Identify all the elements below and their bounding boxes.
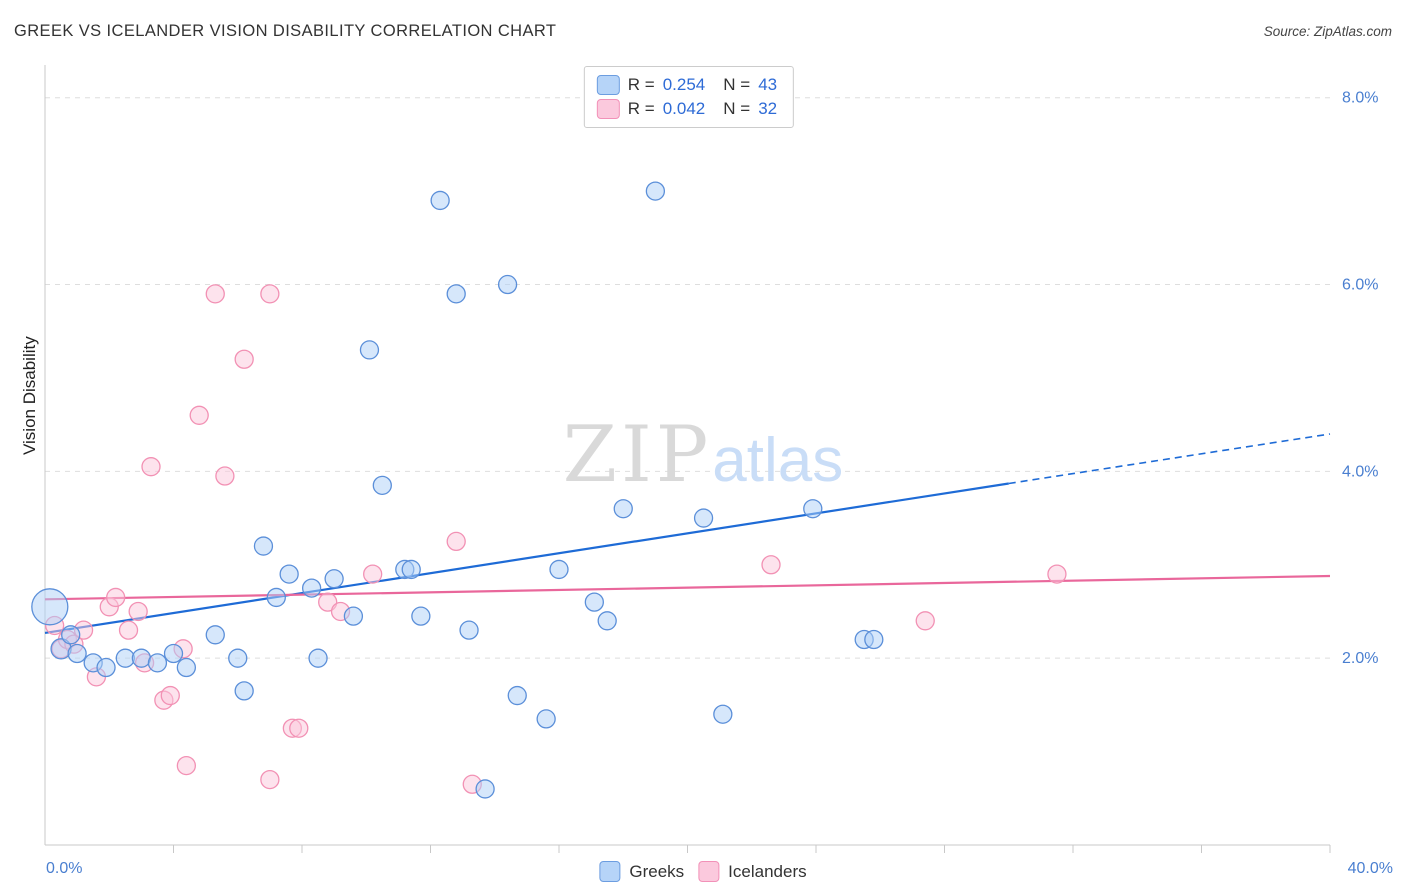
- greeks-point[interactable]: [864, 629, 884, 650]
- n-label: N =: [723, 75, 751, 94]
- greeks-swatch-icon: [599, 861, 621, 882]
- greeks-trend-line: [44, 482, 1009, 635]
- greeks-point[interactable]: [343, 606, 364, 626]
- greeks-point[interactable]: [205, 625, 225, 645]
- greeks-point[interactable]: [359, 340, 380, 360]
- series-legend: Greeks Icelanders: [599, 861, 807, 882]
- greeks-point[interactable]: [803, 499, 823, 519]
- greeks-point[interactable]: [401, 559, 421, 580]
- legend-item-greeks[interactable]: Greeks: [599, 861, 684, 882]
- legend-label-greeks: Greeks: [629, 861, 685, 881]
- y-tick-label: 4.0%: [1342, 463, 1378, 480]
- legend-item-icelanders[interactable]: Icelanders: [698, 861, 807, 882]
- icelanders-point[interactable]: [1047, 564, 1067, 584]
- icelanders-point[interactable]: [915, 611, 935, 631]
- icelanders-point[interactable]: [118, 620, 139, 640]
- legend-label-icelanders: Icelanders: [728, 861, 807, 881]
- greeks-point[interactable]: [584, 592, 604, 612]
- icelanders-trend-line: [44, 574, 1331, 601]
- greeks-point[interactable]: [234, 681, 254, 701]
- greeks-point[interactable]: [446, 284, 466, 304]
- icelanders-point[interactable]: [289, 718, 309, 738]
- greeks-point[interactable]: [61, 625, 81, 645]
- greeks-point[interactable]: [115, 648, 135, 668]
- icelanders-point[interactable]: [205, 284, 225, 304]
- greeks-point[interactable]: [693, 508, 714, 528]
- greeks-point[interactable]: [279, 564, 299, 584]
- greeks-trend-extension: [1008, 433, 1331, 485]
- greeks-point[interactable]: [31, 588, 69, 626]
- source-attribution: Source: ZipAtlas.com: [1263, 24, 1392, 39]
- r-label: R =: [627, 99, 655, 118]
- greeks-point[interactable]: [253, 536, 274, 556]
- icelanders-point[interactable]: [106, 587, 126, 608]
- greeks-point[interactable]: [228, 648, 248, 668]
- r-value-greeks: 0.254: [662, 75, 706, 94]
- greeks-point[interactable]: [475, 779, 495, 799]
- greeks-point[interactable]: [536, 709, 556, 729]
- y-tick-label: 8.0%: [1342, 90, 1378, 107]
- greeks-point[interactable]: [645, 181, 666, 201]
- icelanders-swatch-icon: [698, 861, 720, 882]
- greeks-point[interactable]: [497, 274, 518, 295]
- icelanders-point[interactable]: [260, 769, 280, 790]
- icelanders-point[interactable]: [176, 755, 197, 776]
- r-label: R =: [627, 75, 655, 94]
- icelanders-point[interactable]: [141, 457, 161, 477]
- n-value-greeks: 43: [758, 75, 778, 94]
- greeks-point[interactable]: [613, 499, 633, 519]
- legend-row-greeks: R = 0.254 N = 43: [596, 75, 778, 95]
- x-axis-min-label: 0.0%: [46, 860, 83, 877]
- icelanders-point[interactable]: [160, 685, 180, 706]
- chart-title: GREEK VS ICELANDER VISION DISABILITY COR…: [14, 22, 557, 40]
- greeks-point[interactable]: [597, 611, 617, 631]
- icelanders-swatch-icon: [596, 99, 620, 119]
- icelanders-point[interactable]: [189, 405, 209, 425]
- greeks-point[interactable]: [266, 587, 286, 608]
- icelanders-point[interactable]: [761, 555, 781, 575]
- greeks-point[interactable]: [549, 559, 569, 580]
- icelanders-point[interactable]: [260, 284, 280, 304]
- y-tick-label: 6.0%: [1342, 277, 1378, 294]
- icelanders-point[interactable]: [318, 592, 338, 612]
- icelanders-point[interactable]: [215, 466, 235, 486]
- legend-row-icelanders: R = 0.042 N = 32: [596, 99, 778, 119]
- greeks-point[interactable]: [163, 643, 184, 664]
- r-value-icelanders: 0.042: [662, 99, 706, 118]
- greeks-point[interactable]: [372, 475, 392, 496]
- greeks-point[interactable]: [411, 606, 431, 626]
- correlation-legend: R = 0.254 N = 43 R = 0.042 N = 32: [583, 66, 795, 128]
- icelanders-point[interactable]: [234, 349, 254, 369]
- greeks-point[interactable]: [301, 578, 322, 598]
- n-label: N =: [723, 99, 751, 118]
- x-axis-max-label: 40.0%: [1347, 860, 1393, 877]
- n-value-icelanders: 32: [758, 99, 778, 118]
- icelanders-point[interactable]: [446, 531, 466, 552]
- greeks-point[interactable]: [147, 653, 168, 673]
- greeks-point[interactable]: [308, 648, 328, 668]
- greeks-point[interactable]: [430, 190, 450, 211]
- greeks-swatch-icon: [596, 75, 620, 95]
- icelanders-point[interactable]: [363, 564, 383, 584]
- greeks-point[interactable]: [96, 657, 116, 678]
- greeks-point[interactable]: [713, 704, 733, 724]
- greeks-point[interactable]: [324, 569, 344, 589]
- greeks-point[interactable]: [507, 685, 527, 706]
- greeks-point[interactable]: [176, 657, 197, 678]
- greeks-point[interactable]: [459, 620, 479, 640]
- icelanders-point[interactable]: [128, 601, 148, 622]
- greeks-point[interactable]: [131, 648, 152, 668]
- greeks-point[interactable]: [67, 643, 87, 664]
- y-tick-label: 2.0%: [1342, 650, 1378, 667]
